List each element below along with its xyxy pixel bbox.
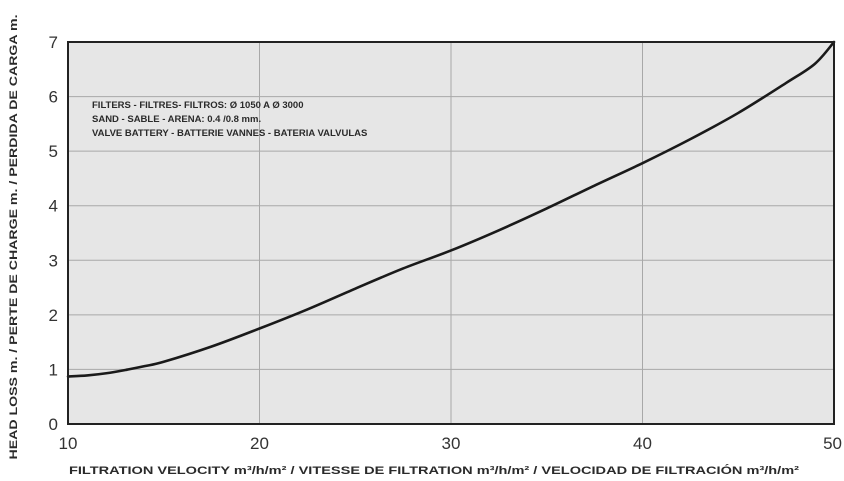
x-tick-label: 30 bbox=[442, 434, 461, 453]
plot-frame bbox=[67, 41, 835, 425]
y-tick-label: 5 bbox=[49, 142, 58, 161]
x-tick-label: 40 bbox=[633, 434, 652, 453]
x-tick-label: 50 bbox=[823, 434, 842, 453]
chart-annotation: FILTERS - FILTRES- FILTROS: Ø 1050 A Ø 3… bbox=[92, 100, 367, 139]
y-tick-label: 3 bbox=[49, 251, 58, 270]
annotation-line-valve: VALVE BATTERY - BATTERIE VANNES - BATERI… bbox=[92, 128, 367, 139]
y-tick-label: 0 bbox=[49, 415, 58, 434]
y-tick-label: 6 bbox=[49, 88, 58, 107]
head-loss-curve bbox=[66, 40, 836, 378]
y-axis-title: HEAD LOSS m. / PERTE DE CHARGE m. / PERD… bbox=[8, 14, 20, 459]
x-tick-label: 10 bbox=[59, 434, 78, 453]
y-tick-label: 4 bbox=[49, 197, 58, 216]
x-tick-label: 20 bbox=[250, 434, 269, 453]
y-tick-label: 1 bbox=[49, 360, 58, 379]
annotation-line-filters: FILTERS - FILTRES- FILTROS: Ø 1050 A Ø 3… bbox=[92, 100, 304, 111]
x-axis-title: FILTRATION VELOCITY m³/h/m² / VITESSE DE… bbox=[69, 464, 799, 477]
tick-labels: 0 1 2 3 4 5 6 7 10 20 30 40 50 bbox=[49, 33, 842, 453]
y-tick-label: 7 bbox=[49, 33, 58, 52]
annotation-line-sand: SAND - SABLE - ARENA: 0.4 /0.8 mm. bbox=[92, 114, 261, 125]
y-tick-label: 2 bbox=[49, 306, 58, 325]
